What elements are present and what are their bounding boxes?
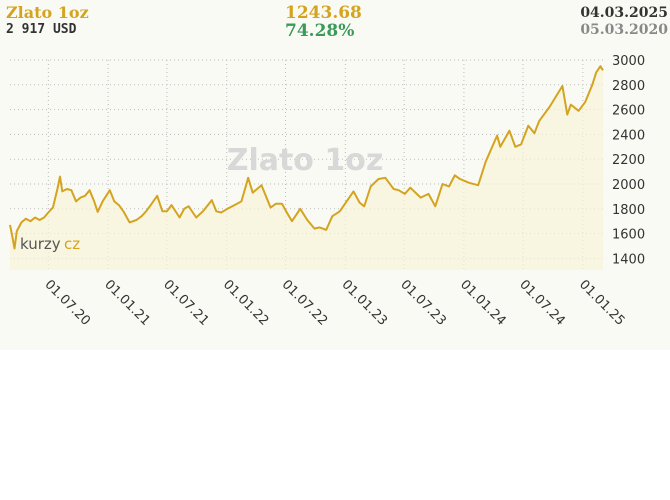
x-tick-label: 01.07.23 <box>397 277 449 329</box>
date-end: 04.03.2025 <box>580 5 668 21</box>
logo-text-cz: cz <box>64 235 80 253</box>
y-tick-label: 2800 <box>612 79 645 94</box>
y-tick-label: 2200 <box>612 153 645 168</box>
chart-panel: Zlato 1oz 2 917 USD 1243.68 74.28% 04.03… <box>6 3 668 329</box>
chart-watermark: Zlato 1oz <box>227 143 384 178</box>
price-line <box>9 65 604 250</box>
x-tick-label: 01.07.21 <box>160 277 212 329</box>
x-axis-ticks: 01.07.20 01.01.21 01.07.21 01.01.22 01.07.22… <box>42 277 628 329</box>
date-start: 05.03.2020 <box>580 22 668 38</box>
y-tick-label: 2000 <box>612 178 645 193</box>
x-tick-label: 01.07.20 <box>42 277 94 329</box>
y-tick-label: 2600 <box>612 104 645 119</box>
x-tick-label: 01.01.21 <box>101 277 153 329</box>
x-tick-label: 01.01.25 <box>576 277 628 329</box>
y-tick-label: 1400 <box>612 252 645 267</box>
logo-text-kurzy: kurzy <box>20 235 61 253</box>
x-tick-label: 01.01.24 <box>457 277 509 329</box>
current-price: 2 917 USD <box>6 22 77 37</box>
x-tick-label: 01.01.22 <box>220 277 272 329</box>
kurzy-cz-logo: kurzy cz <box>20 235 80 253</box>
price-chart: Zlato 1oz 1400 1600 1800 2000 2200 2400 2600 28… <box>9 54 645 329</box>
y-tick-label: 1800 <box>612 203 645 218</box>
x-tick-label: 01.07.22 <box>279 277 331 329</box>
change-value: 1243.68 <box>285 3 362 23</box>
area-fill <box>10 66 603 270</box>
chart-title: Zlato 1oz <box>6 3 89 22</box>
x-tick-label: 01.01.23 <box>339 277 391 329</box>
change-percent: 74.28% <box>285 21 355 41</box>
y-tick-label: 2400 <box>612 128 645 143</box>
x-tick-label: 01.07.24 <box>516 277 568 329</box>
y-tick-label: 1600 <box>612 228 645 243</box>
y-axis-ticks: 1400 1600 1800 2000 2200 2400 2600 2800 3000 <box>612 54 645 267</box>
y-tick-label: 3000 <box>612 54 645 69</box>
